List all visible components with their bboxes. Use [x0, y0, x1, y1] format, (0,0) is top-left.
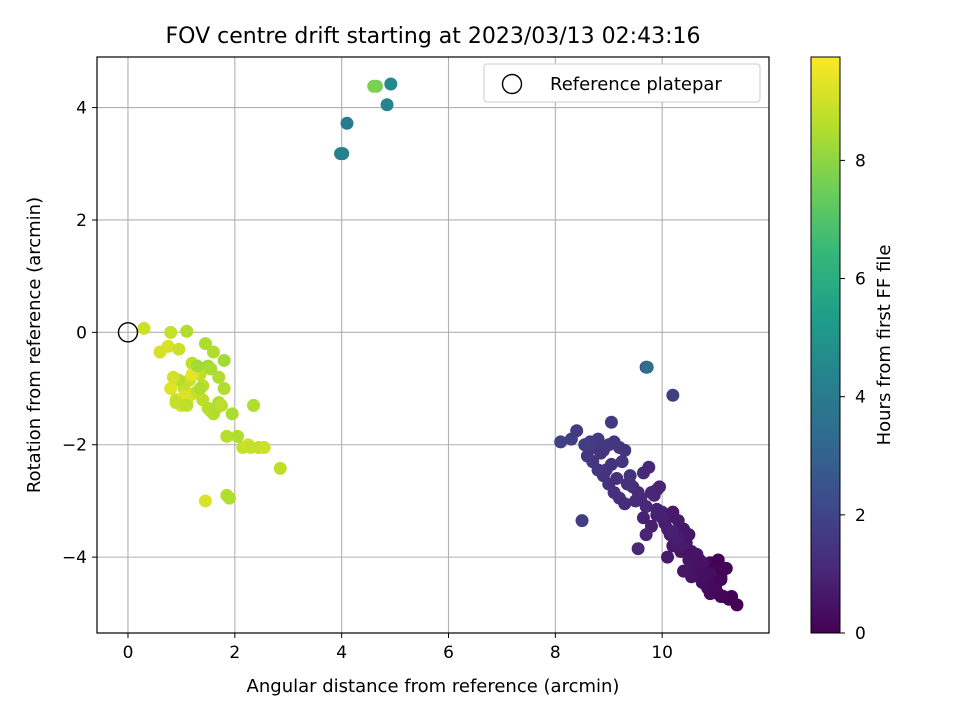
- scatter-point: [642, 460, 656, 474]
- scatter-point: [225, 407, 239, 421]
- scatter-point: [384, 77, 398, 91]
- scatter-point: [230, 429, 244, 443]
- scatter-point: [367, 79, 381, 93]
- scatter-point: [198, 337, 212, 351]
- scatter-point: [671, 530, 685, 544]
- y-tick-label: 2: [76, 211, 87, 231]
- y-axis-label: Rotation from reference (arcmin): [24, 197, 45, 493]
- x-tick-label: 4: [336, 643, 347, 663]
- scatter-point: [161, 339, 175, 353]
- scatter-point: [640, 360, 654, 374]
- colorbar-label: Hours from first FF file: [874, 245, 895, 446]
- legend-marker-reference: [501, 73, 523, 95]
- scatter-point: [257, 441, 271, 455]
- scatter-point: [193, 382, 207, 396]
- scatter-point: [714, 573, 728, 587]
- scatter-point: [247, 398, 261, 412]
- scatter-point: [575, 514, 589, 528]
- colorbar-tick-label: 0: [855, 624, 866, 644]
- colorbar-tick-label: 8: [855, 151, 866, 171]
- scatter-point: [166, 370, 180, 384]
- scatter-point: [180, 398, 194, 412]
- y-tick-label: −2: [62, 436, 87, 456]
- scatter-point: [198, 494, 212, 508]
- scatter-point: [214, 398, 228, 412]
- scatter-point: [217, 353, 231, 367]
- scatter-point: [204, 362, 218, 376]
- scatter-point: [618, 497, 632, 511]
- scatter-point: [336, 147, 350, 161]
- scatter-point: [244, 441, 258, 455]
- scatter-point: [206, 345, 220, 359]
- scatter-point: [164, 382, 178, 396]
- scatter-point: [693, 559, 707, 573]
- scatter-point: [639, 528, 653, 542]
- x-tick-label: 0: [123, 643, 134, 663]
- scatter-point: [719, 561, 733, 575]
- scatter-point: [217, 382, 231, 396]
- scatter-point: [180, 324, 194, 338]
- scatter-point: [711, 553, 725, 567]
- colorbar-tick-label: 6: [855, 270, 866, 290]
- legend-label-reference: Reference platepar: [550, 74, 722, 95]
- chart-title: FOV centre drift starting at 2023/03/13 …: [166, 24, 701, 49]
- x-tick-label: 2: [229, 643, 240, 663]
- scatter-point: [380, 98, 394, 112]
- y-axis-ticks: −4 −2 0 2 4: [62, 99, 97, 568]
- scatter-point: [190, 359, 204, 373]
- scatter-point: [273, 461, 287, 475]
- colorbar: [810, 56, 841, 634]
- y-tick-label: 4: [76, 99, 87, 119]
- reference-layer: [117, 322, 139, 343]
- scatter-point: [639, 500, 653, 514]
- scatter-point: [650, 483, 664, 497]
- x-axis-label: Angular distance from reference (arcmin): [247, 676, 620, 697]
- y-tick-label: 0: [76, 323, 87, 343]
- scatter-point: [615, 455, 629, 469]
- scatter-point: [340, 116, 354, 130]
- scatter-point: [722, 592, 736, 606]
- scatter-point: [169, 396, 183, 410]
- scatter-point: [591, 432, 605, 446]
- scatter-point: [618, 443, 632, 457]
- scatter-point: [604, 415, 618, 429]
- y-tick-label: −4: [62, 548, 87, 568]
- scatter-point: [636, 511, 650, 525]
- reference-platepar-marker: [117, 322, 139, 343]
- scatter-point: [172, 342, 186, 356]
- legend-box: [483, 63, 761, 103]
- colorbar-tick-label: 2: [855, 506, 866, 526]
- scatter-point: [570, 424, 584, 438]
- scatter-point: [631, 542, 645, 556]
- x-tick-label: 6: [443, 643, 454, 663]
- scatter-point: [554, 435, 568, 449]
- scatter-point: [220, 429, 234, 443]
- x-tick-label: 10: [651, 643, 673, 663]
- scatter-point: [661, 550, 675, 564]
- plot-area-frame: [96, 56, 770, 634]
- scatter-point: [164, 325, 178, 339]
- scatter-point: [701, 567, 715, 581]
- scatter-point: [604, 457, 618, 471]
- colorbar-ticks: 0 2 4 6 8: [840, 151, 866, 644]
- x-axis-ticks: 0 2 4 6 8 10: [123, 633, 673, 663]
- scatter-point: [623, 477, 637, 491]
- scatter-point: [222, 491, 236, 505]
- scatter-point: [666, 388, 680, 402]
- scatter-point: [594, 446, 608, 460]
- colorbar-tick-label: 4: [855, 388, 866, 408]
- legend: Reference platepar: [483, 63, 761, 103]
- x-tick-label: 8: [550, 643, 561, 663]
- scatter-point: [685, 570, 699, 584]
- scatter-point: [655, 511, 669, 525]
- scatter-point: [137, 321, 151, 335]
- scatter-point: [212, 370, 226, 384]
- scatter-points: [137, 77, 744, 612]
